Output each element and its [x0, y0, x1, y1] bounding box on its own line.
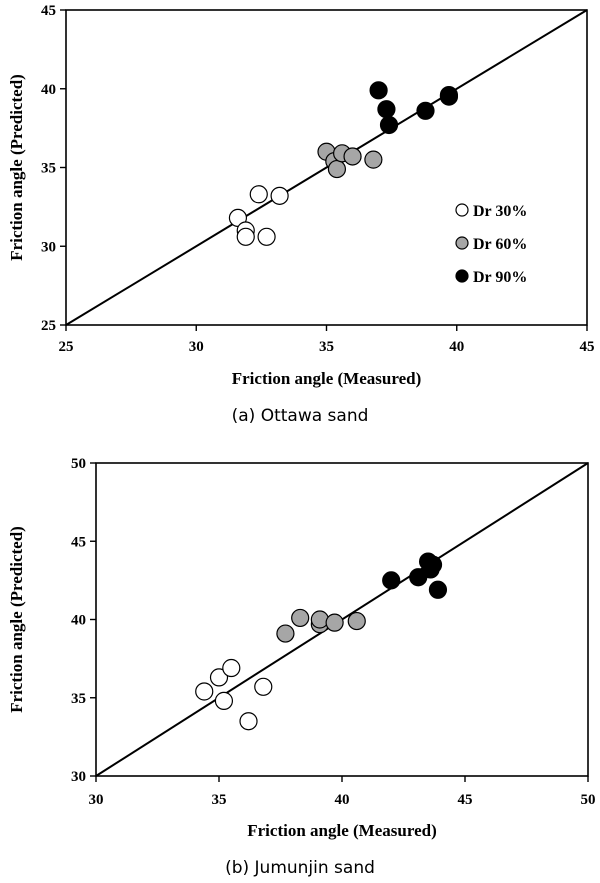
data-point-dr-30	[254, 677, 273, 696]
data-point-dr-30	[209, 668, 229, 687]
figure-caption: (b) Jumunjin sand	[225, 858, 375, 878]
chart-jumunjin-sand: 30 35 40 45 50 30 35 40 45 50 Friction angle (Meas…	[7, 456, 596, 878]
data-point-dr-60	[291, 608, 310, 628]
x-tick-label: 35	[212, 792, 227, 808]
legend-marker	[455, 203, 469, 217]
data-point-dr-60	[310, 610, 329, 629]
x-tick-label: 30	[189, 339, 204, 355]
legend-label: Dr 90%	[473, 269, 527, 286]
y-tick-label: 30	[41, 239, 56, 255]
x-tick-label: 45	[580, 339, 595, 355]
data-point-dr-90	[377, 100, 396, 119]
reference-line	[65, 9, 588, 326]
data-point-dr-30	[214, 691, 234, 710]
x-tick-label: 25	[59, 339, 74, 355]
x-axis-label: Friction angle (Measured)	[232, 369, 421, 388]
data-point-dr-30	[195, 682, 214, 701]
data-point-dr-60	[343, 147, 362, 166]
data-point-dr-30	[257, 227, 276, 246]
legend-marker	[455, 236, 469, 250]
data-point-dr-60	[347, 611, 366, 631]
y-tick-label: 30	[71, 769, 86, 785]
legend-label: Dr 60%	[473, 236, 527, 253]
legend: Dr 30% Dr 60% Dr 90%	[455, 203, 527, 286]
y-axis-label: Friction angle (Predicted)	[7, 74, 26, 261]
y-tick-label: 40	[71, 613, 86, 629]
y-axis-label: Friction angle (Predicted)	[7, 526, 26, 713]
legend-label: Dr 30%	[473, 203, 527, 220]
figure-caption: (a) Ottawa sand	[232, 406, 369, 426]
data-point-dr-30	[249, 185, 268, 204]
y-tick-label: 50	[71, 456, 86, 472]
data-point-dr-90	[379, 115, 399, 135]
data-point-dr-30	[222, 658, 241, 678]
data-point-dr-90	[382, 571, 401, 590]
y-tick-label: 35	[71, 691, 86, 707]
y-tick-label: 40	[41, 82, 56, 98]
y-tick-label: 35	[41, 161, 56, 177]
data-point-dr-60	[325, 613, 344, 632]
chart-ottawa-sand: 25 30 35 40 45 25 30 35 40 45 Friction angle (Meas…	[7, 3, 595, 426]
x-tick-label: 35	[319, 339, 334, 355]
y-tick-label: 45	[71, 534, 86, 550]
data-point-dr-30	[239, 712, 258, 731]
data-point-dr-90	[423, 555, 443, 574]
x-tick-label: 45	[458, 792, 473, 808]
x-tick-label: 50	[581, 792, 596, 808]
x-tick-label: 40	[449, 339, 464, 355]
data-point-dr-90	[369, 81, 388, 100]
y-tick-label: 25	[41, 318, 56, 334]
x-tick-label: 40	[335, 792, 350, 808]
data-point-dr-60	[327, 159, 347, 179]
x-axis-label: Friction angle (Measured)	[247, 821, 436, 840]
data-point-dr-90	[439, 87, 459, 106]
x-tick-label: 30	[89, 792, 104, 808]
data-point-dr-60	[276, 624, 295, 643]
legend-marker	[455, 269, 469, 283]
data-point-dr-90	[428, 580, 448, 599]
data-point-dr-30	[236, 227, 255, 246]
data-point-dr-90	[416, 101, 435, 120]
data-point-dr-60	[364, 150, 383, 169]
y-tick-label: 45	[41, 3, 56, 19]
data-point-dr-30	[270, 186, 289, 205]
